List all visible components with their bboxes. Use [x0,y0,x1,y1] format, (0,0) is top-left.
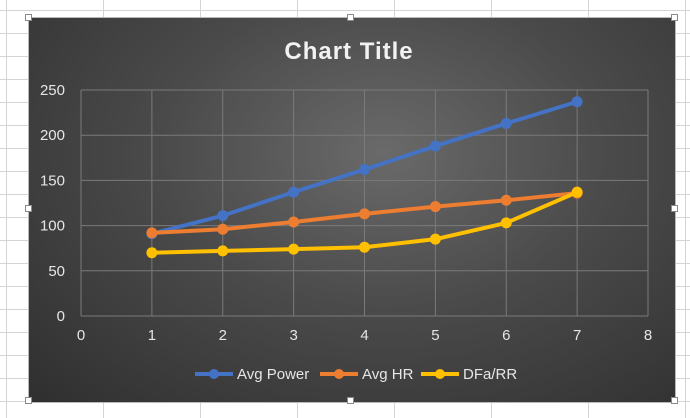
data-point[interactable] [288,216,300,228]
data-point[interactable] [429,201,441,213]
x-tick-label: 3 [289,327,297,344]
x-tick-label: 5 [431,327,439,344]
legend[interactable]: Avg Power Avg HR DFa/RR [195,366,517,383]
data-point[interactable] [359,164,370,176]
legend-label: DFa/RR [463,366,517,383]
x-tick-label: 1 [148,327,156,344]
chart-title[interactable]: Chart Title [284,38,413,65]
data-point[interactable] [288,243,300,255]
y-tick-label: 50 [48,263,65,280]
data-point[interactable] [146,227,158,239]
resize-handle-bottom-right[interactable] [671,397,678,404]
data-point[interactable] [429,140,441,152]
legend-point-marker [209,369,219,379]
chart-area[interactable]: Chart Title 0 1 2 3 4 5 6 7 8 0 50 100 150 200 250 Avg… [28,17,676,403]
data-point[interactable] [146,247,158,259]
resize-handle-bottom-left[interactable] [25,397,32,404]
data-point[interactable] [288,186,300,198]
resize-handle-mid-right[interactable] [671,205,678,212]
y-tick-label: 250 [40,82,65,99]
legend-item[interactable]: DFa/RR [421,366,517,383]
data-point[interactable] [217,210,229,222]
legend-point-marker [435,369,445,379]
y-tick-label: 100 [40,218,65,235]
chart-svg: Chart Title 0 1 2 3 4 5 6 7 8 0 50 100 150 200 250 Avg… [40,38,652,383]
plot-gridlines [80,89,649,317]
data-point[interactable] [217,245,229,257]
data-point[interactable] [500,217,512,229]
legend-item[interactable]: Avg Power [195,366,309,383]
x-tick-label: 8 [644,327,652,344]
resize-handle-top-left[interactable] [25,14,32,21]
y-tick-label: 200 [40,127,65,144]
resize-handle-bottom-mid[interactable] [347,397,354,404]
data-point[interactable] [500,117,512,129]
x-tick-label: 2 [219,327,227,344]
data-point[interactable] [571,186,583,198]
x-tick-label: 7 [573,327,581,344]
x-tick-label: 0 [77,327,85,344]
legend-point-marker [334,369,344,379]
legend-item[interactable]: Avg HR [320,366,414,383]
data-point[interactable] [359,241,370,253]
resize-handle-top-right[interactable] [671,14,678,21]
data-point[interactable] [500,194,512,206]
axis-tick-labels: 0 1 2 3 4 5 6 7 8 0 50 100 150 200 250 [40,82,652,344]
y-tick-label: 150 [40,172,65,189]
x-tick-label: 4 [360,327,368,344]
legend-label: Avg HR [362,366,414,383]
data-point[interactable] [217,223,229,235]
y-tick-label: 0 [57,308,65,325]
data-point[interactable] [429,233,441,245]
plot-series [146,96,583,259]
resize-handle-top-mid[interactable] [347,14,354,21]
data-point[interactable] [359,208,370,220]
resize-handle-mid-left[interactable] [25,205,32,212]
data-point[interactable] [571,96,583,108]
x-tick-label: 6 [502,327,510,344]
legend-label: Avg Power [237,366,309,383]
